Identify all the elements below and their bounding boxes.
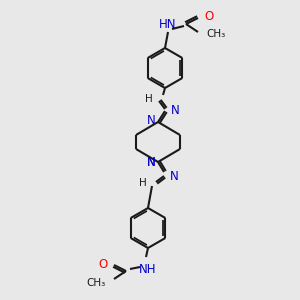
Text: H: H bbox=[139, 178, 147, 188]
Text: N: N bbox=[171, 104, 180, 118]
Text: NH: NH bbox=[139, 263, 157, 276]
Text: CH₃: CH₃ bbox=[206, 29, 225, 39]
Text: N: N bbox=[147, 157, 155, 169]
Text: O: O bbox=[99, 259, 108, 272]
Text: H: H bbox=[145, 94, 153, 104]
Text: CH₃: CH₃ bbox=[87, 278, 106, 288]
Text: O: O bbox=[204, 10, 213, 22]
Text: N: N bbox=[170, 169, 179, 182]
Text: N: N bbox=[147, 157, 155, 169]
Text: HN: HN bbox=[159, 18, 177, 31]
Text: N: N bbox=[147, 115, 155, 128]
